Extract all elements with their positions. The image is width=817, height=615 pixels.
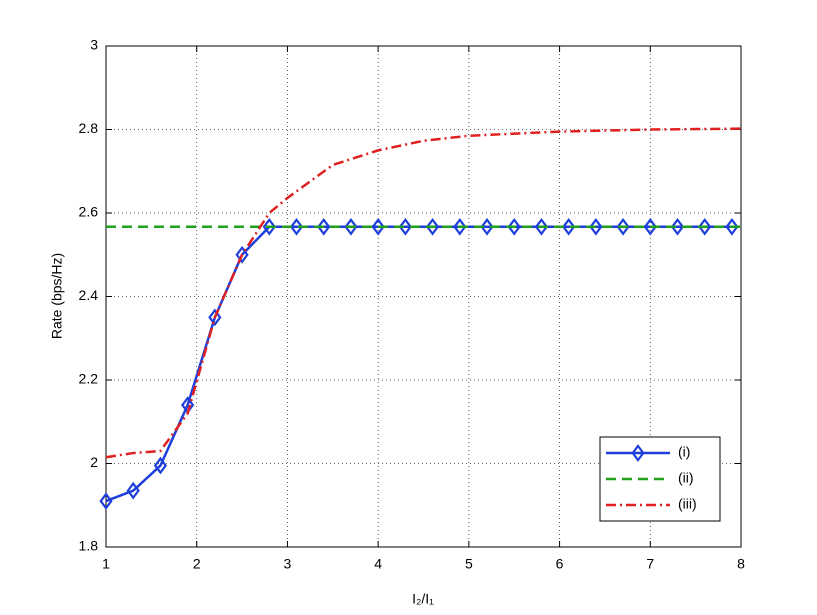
x-tick-label: 6 [556,556,564,572]
x-tick-label: 3 [284,556,292,572]
x-tick-label: 7 [646,556,654,572]
marker [99,492,113,510]
legend-label: (ii) [678,470,694,486]
marker [153,456,168,475]
marker [589,217,603,236]
y-tick-label: 2 [90,454,98,470]
marker [534,217,549,236]
x-tick-label: 5 [465,556,473,572]
marker [398,217,412,236]
y-tick-label: 3 [90,37,98,53]
marker [235,245,249,264]
marker [344,217,358,236]
marker [208,308,222,327]
marker [317,217,331,236]
marker [670,217,685,236]
y-axis-label: Rate (bps/Hz) [49,253,65,339]
marker [262,217,276,236]
x-tick-label: 8 [737,556,745,572]
series-line [105,127,742,459]
legend-label: (i) [678,444,690,460]
marker [562,217,576,236]
marker [425,217,440,236]
x-tick-label: 1 [102,556,110,572]
marker [507,217,521,236]
legend-marker [631,444,645,462]
y-tick-label: 2.6 [79,204,99,220]
marker [289,217,304,236]
legend-label: (iii) [678,496,697,512]
marker [698,217,712,236]
x-tick-label: 2 [193,556,201,572]
y-tick-label: 2.2 [79,371,99,387]
y-tick-label: 2.4 [79,287,99,303]
marker [371,217,385,236]
x-axis-label: I₂/I₁ [412,591,434,607]
axes-box [105,45,742,548]
marker [126,481,140,500]
marker [480,217,494,236]
marker [616,217,630,236]
marker [643,217,657,236]
marker [725,217,739,236]
y-tick-label: 2.8 [79,120,99,136]
y-tick-label: 1.8 [79,538,99,554]
x-tick-label: 4 [374,556,382,572]
marker [453,217,467,236]
